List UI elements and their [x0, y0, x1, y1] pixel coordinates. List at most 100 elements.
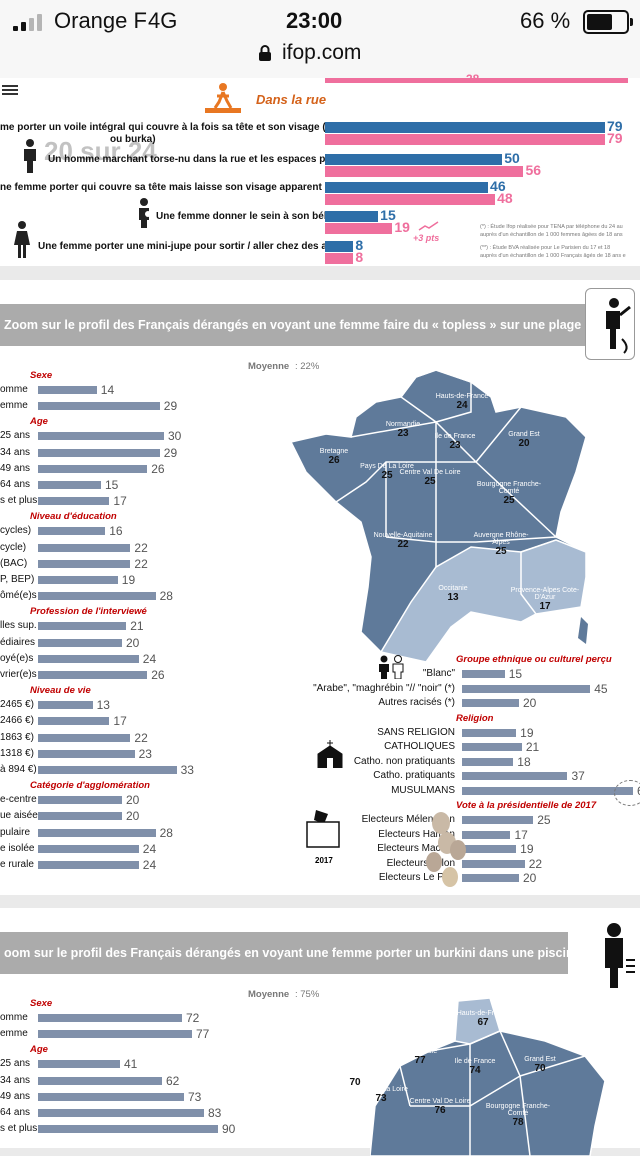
- bar-blue: [325, 241, 354, 252]
- signal-bar-3: [29, 18, 34, 31]
- region-value: 25: [381, 470, 393, 481]
- row-label: SANS RELIGION: [377, 726, 455, 738]
- row-label: omme: [0, 384, 28, 395]
- row-bar: [38, 638, 122, 647]
- row-bar: [38, 576, 118, 584]
- topless-banner-text: Zoom sur le profil des Français dérangés…: [4, 318, 582, 332]
- row-value: 73: [188, 1089, 202, 1104]
- row-bar: [38, 1092, 184, 1101]
- row-label: e-centre: [0, 794, 37, 806]
- battery-fill: [587, 14, 613, 30]
- value-pink: 48: [497, 190, 513, 206]
- region-label: Pays De La Loire 25: [352, 463, 422, 481]
- network-type: 4G: [148, 8, 178, 33]
- status-bar: Orange F 4G 23:00 66 % ifop.com: [0, 0, 640, 79]
- region-label: Ile de France 74: [440, 1058, 510, 1076]
- row-value: 26: [151, 461, 165, 476]
- row-value: 29: [163, 399, 178, 414]
- item-label: ne femme porter qui couvre sa tête mais …: [0, 182, 355, 193]
- region-value: 67: [477, 1017, 489, 1028]
- burkini-banner-text: oom sur le profil des Français dérangés …: [4, 946, 568, 960]
- row-value: 21: [525, 740, 540, 754]
- row-bar: [38, 1060, 120, 1069]
- group-heading: Catégorie d'agglomération: [30, 780, 150, 792]
- item-label: Une femme porter une mini-jupe pour sort…: [38, 241, 345, 252]
- group-heading: Age: [30, 416, 48, 428]
- region-name: Centre Val De Loire: [399, 469, 461, 476]
- row-bar: [462, 786, 633, 795]
- region-label: Bourgogne Franche-Comté 78: [483, 1103, 553, 1128]
- trend-note: +3 pts: [413, 233, 440, 243]
- row-label: cycles): [0, 525, 32, 537]
- signal-bar-4: [37, 14, 42, 31]
- group-heading: Sexe: [30, 370, 53, 381]
- row-value: 17: [514, 827, 528, 842]
- region-label: Ile de France 23: [420, 433, 490, 451]
- row-label: Autres racisés (*): [378, 697, 455, 708]
- row-bar: [462, 743, 522, 751]
- row-label: emme: [0, 400, 28, 412]
- topless-banner: Zoom sur le profil des Français dérangés…: [0, 304, 600, 346]
- group-heading: Niveau de vie: [30, 685, 91, 697]
- group-heading: Sexe: [30, 998, 53, 1009]
- region-name: Bretagne: [319, 448, 349, 455]
- pool-icon: [0, 82, 24, 98]
- row-label: 2465 €): [0, 699, 34, 711]
- row-label: Electeurs Macron: [377, 843, 455, 854]
- topless-france-map: [289, 369, 588, 662]
- row-label: Electeurs Mélenchon: [361, 814, 455, 825]
- region-value: 20: [518, 438, 530, 449]
- region-label: Provence-Alpes Cote-D'Azur 17: [510, 587, 580, 612]
- group-heading: Niveau d'éducation: [30, 511, 117, 523]
- row-value: 18: [517, 754, 531, 769]
- row-value: 24: [142, 651, 157, 666]
- row-label: P, BEP): [0, 574, 35, 585]
- region-label: Centre Val De Loire 76: [405, 1098, 475, 1116]
- region-name: Pays De La Loire: [360, 463, 414, 470]
- row-bar: [38, 481, 101, 489]
- battery-icon: [583, 10, 633, 34]
- row-value: 37: [571, 769, 585, 783]
- row-bar: [38, 592, 156, 601]
- url-bar[interactable]: ifop.com: [282, 41, 362, 64]
- row-label: cycle): [0, 541, 27, 553]
- row-bar: [462, 830, 511, 839]
- row-value: 19: [520, 842, 534, 856]
- region-name: Grand Est: [508, 431, 540, 438]
- region-value: 73: [375, 1093, 387, 1104]
- row-value: 72: [186, 1011, 200, 1025]
- topless-moyenne-value: : 22%: [295, 361, 320, 372]
- region-label: Normandie 23: [368, 421, 438, 439]
- row-label: e isolée: [0, 842, 35, 854]
- trend-up-icon: [418, 218, 440, 231]
- row-value: 20: [523, 871, 537, 885]
- region-value: 26: [328, 455, 340, 466]
- row-bar: [462, 670, 505, 678]
- candidate-photo-melenchon: [432, 812, 450, 834]
- region-label: Normandie 77: [385, 1048, 455, 1066]
- region-value: 25: [503, 495, 515, 506]
- row-bar: [38, 749, 135, 758]
- row-bar: [38, 766, 177, 774]
- miniskirt-woman-icon: [12, 220, 32, 260]
- row-value: 19: [520, 725, 534, 740]
- row-bar: [38, 497, 110, 506]
- row-value: 15: [105, 478, 119, 492]
- item-label: Une femme donner le sein à son bébé: [156, 211, 336, 222]
- region-value: 70: [534, 1063, 546, 1074]
- row-label: MUSULMANS: [391, 784, 455, 796]
- row-value: 29: [163, 445, 178, 460]
- row-bar: [462, 845, 517, 853]
- ballot-year: 2017: [315, 856, 333, 865]
- row-bar: [38, 543, 131, 552]
- region-label: Nouvelle-Aquitaine 22: [368, 532, 438, 550]
- bar-pink: [325, 166, 524, 177]
- row-value: 19: [121, 573, 136, 587]
- row-bar: [38, 701, 93, 710]
- region-label: Centre Val De Loire 25: [395, 469, 465, 487]
- value-pink: 8: [355, 249, 364, 265]
- ethnic-group-icon: [376, 655, 406, 680]
- signal-bar-2: [21, 22, 26, 31]
- row-bar: [38, 622, 127, 631]
- row-bar: [38, 386, 97, 394]
